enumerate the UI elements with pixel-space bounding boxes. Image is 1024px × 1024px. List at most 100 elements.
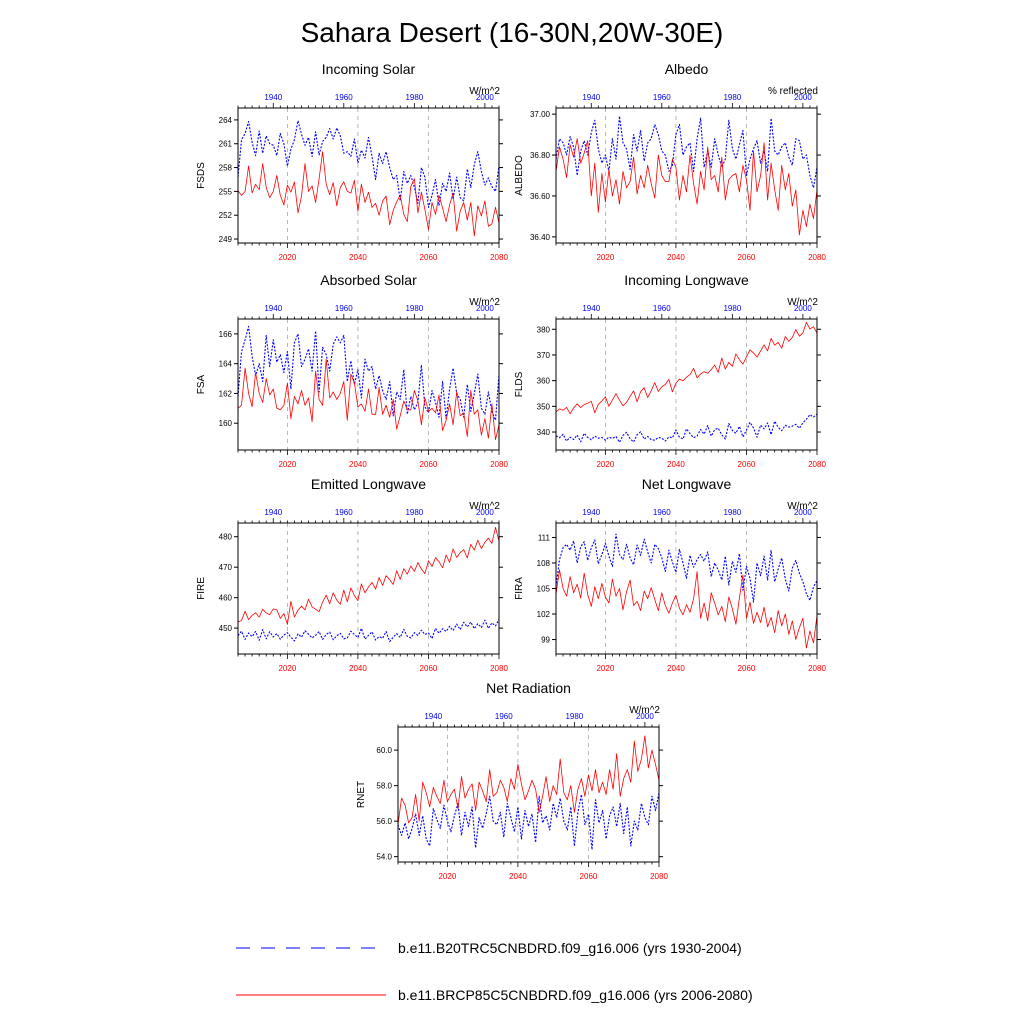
- x-bottom-tick-label: 2060: [738, 253, 756, 262]
- x-top-tick-label: 1940: [582, 93, 600, 102]
- plot-frame: [237, 522, 500, 655]
- y-tick-label: 60.0: [376, 746, 392, 755]
- x-top-tick-label: 1980: [405, 508, 423, 517]
- legend-future-label: b.e11.BRCP85C5CNBDRD.f09_g16.006 (yrs 20…: [398, 987, 753, 1003]
- y-tick-label: 36.80: [530, 151, 551, 160]
- y-tick-label: 460: [219, 594, 233, 603]
- y-tick-label: 56.0: [376, 817, 392, 826]
- x-top-tick-label: 1980: [723, 93, 741, 102]
- series-historical-line: [555, 115, 818, 189]
- y-axis-label: RNET: [356, 781, 367, 808]
- y-tick-label: 350: [537, 402, 551, 411]
- y-axis-label: FLDS: [514, 371, 525, 397]
- panels: Incoming Solar W/m^2 264 261 258 255 252 249 202…: [196, 61, 826, 881]
- series-future-line: [555, 138, 818, 236]
- panel-units: W/m^2: [469, 501, 500, 512]
- x-top-tick-label: 1980: [405, 93, 423, 102]
- series-historical-line: [237, 325, 500, 421]
- panel-albedo: Albedo % reflected 37.00 36.80 36.60 36.40 202…: [514, 61, 826, 262]
- x-top-tick-label: 1960: [335, 304, 353, 313]
- x-bottom-tick-label: 2040: [349, 664, 367, 673]
- y-tick-label: 164: [219, 360, 233, 369]
- plot-frame: [555, 522, 818, 655]
- y-axis-label: FSA: [196, 374, 207, 394]
- y-tick-label: 166: [219, 330, 233, 339]
- panel-units: W/m^2: [469, 86, 500, 97]
- x-top-tick-label: 1960: [335, 508, 353, 517]
- x-bottom-tick-label: 2080: [490, 664, 508, 673]
- y-tick-label: 58.0: [376, 782, 392, 791]
- panel-rnet: Net Radiation W/m^2 60.0 58.0 56.0 54.0 2020 20…: [356, 680, 668, 881]
- x-top-tick-label: 2000: [794, 93, 812, 102]
- panel-fire: Emitted Longwave W/m^2 480 470 460 450 2020 204…: [196, 476, 508, 673]
- y-tick-label: 258: [219, 164, 233, 173]
- panel-title: Albedo: [665, 61, 709, 77]
- plot-frame: [555, 107, 818, 244]
- panel-units: W/m^2: [629, 705, 660, 716]
- x-top-tick-label: 1940: [264, 304, 282, 313]
- y-tick-label: 54.0: [376, 853, 392, 862]
- x-top-tick-label: 2000: [476, 93, 494, 102]
- panel-units: % reflected: [768, 86, 818, 97]
- x-top-tick-label: 1960: [653, 304, 671, 313]
- panel-title: Absorbed Solar: [320, 272, 417, 288]
- plot-frame: [397, 726, 660, 863]
- x-bottom-tick-label: 2020: [438, 872, 456, 881]
- y-tick-label: 99: [541, 636, 550, 645]
- y-tick-label: 255: [219, 187, 233, 196]
- series-future-line: [237, 358, 500, 441]
- x-bottom-tick-label: 2040: [509, 872, 527, 881]
- x-bottom-tick-label: 2020: [278, 664, 296, 673]
- x-bottom-tick-label: 2060: [420, 253, 438, 262]
- x-bottom-tick-label: 2080: [808, 664, 826, 673]
- panel-fsds: Incoming Solar W/m^2 264 261 258 255 252 249 202…: [196, 61, 508, 262]
- y-tick-label: 370: [537, 351, 551, 360]
- x-top-tick-label: 1960: [653, 93, 671, 102]
- y-tick-label: 470: [219, 563, 233, 572]
- x-bottom-tick-label: 2080: [490, 460, 508, 469]
- x-top-tick-label: 2000: [476, 304, 494, 313]
- panel-title: Emitted Longwave: [311, 476, 426, 492]
- x-top-tick-label: 1940: [582, 508, 600, 517]
- x-top-tick-label: 1980: [723, 304, 741, 313]
- x-bottom-tick-label: 2080: [490, 253, 508, 262]
- x-top-tick-label: 2000: [794, 304, 812, 313]
- y-tick-label: 450: [219, 624, 233, 633]
- y-tick-label: 380: [537, 325, 551, 334]
- x-bottom-tick-label: 2060: [738, 664, 756, 673]
- x-top-tick-label: 1940: [264, 93, 282, 102]
- series-future-line: [555, 569, 818, 649]
- series-historical-line: [555, 413, 818, 443]
- y-tick-label: 360: [537, 377, 551, 386]
- x-bottom-tick-label: 2020: [278, 460, 296, 469]
- legend: b.e11.B20TRC5CNBDRD.f09_g16.006 (yrs 193…: [236, 940, 753, 1003]
- x-bottom-tick-label: 2040: [349, 253, 367, 262]
- panel-title: Net Longwave: [642, 476, 732, 492]
- x-bottom-tick-label: 2020: [596, 460, 614, 469]
- x-bottom-tick-label: 2080: [808, 460, 826, 469]
- y-tick-label: 36.40: [530, 233, 551, 242]
- y-axis-label: FSDS: [196, 162, 207, 189]
- panel-fsa: Absorbed Solar W/m^2 166 164 162 160 2020 2040 2…: [196, 272, 508, 469]
- y-tick-label: 252: [219, 211, 233, 220]
- x-top-tick-label: 1960: [335, 93, 353, 102]
- y-axis-label: ALBEDO: [514, 155, 525, 196]
- y-axis-label: FIRA: [514, 577, 525, 600]
- y-axis-label: FIRE: [196, 577, 207, 600]
- legend-historical-label: b.e11.B20TRC5CNBDRD.f09_g16.006 (yrs 193…: [398, 940, 742, 956]
- y-tick-label: 108: [537, 559, 551, 568]
- panel-fira: Net Longwave W/m^2 111 108 105 102 99 2020 2040 2…: [514, 476, 826, 673]
- series-future-line: [237, 526, 500, 625]
- y-tick-label: 264: [219, 116, 233, 125]
- y-tick-label: 249: [219, 235, 233, 244]
- y-tick-label: 340: [537, 428, 551, 437]
- y-tick-label: 261: [219, 140, 233, 149]
- y-tick-label: 37.00: [530, 110, 551, 119]
- y-tick-label: 480: [219, 533, 233, 542]
- x-bottom-tick-label: 2060: [420, 664, 438, 673]
- series-future-line: [555, 321, 818, 415]
- series-historical-line: [555, 533, 818, 603]
- x-bottom-tick-label: 2040: [667, 460, 685, 469]
- series-historical-line: [397, 792, 660, 851]
